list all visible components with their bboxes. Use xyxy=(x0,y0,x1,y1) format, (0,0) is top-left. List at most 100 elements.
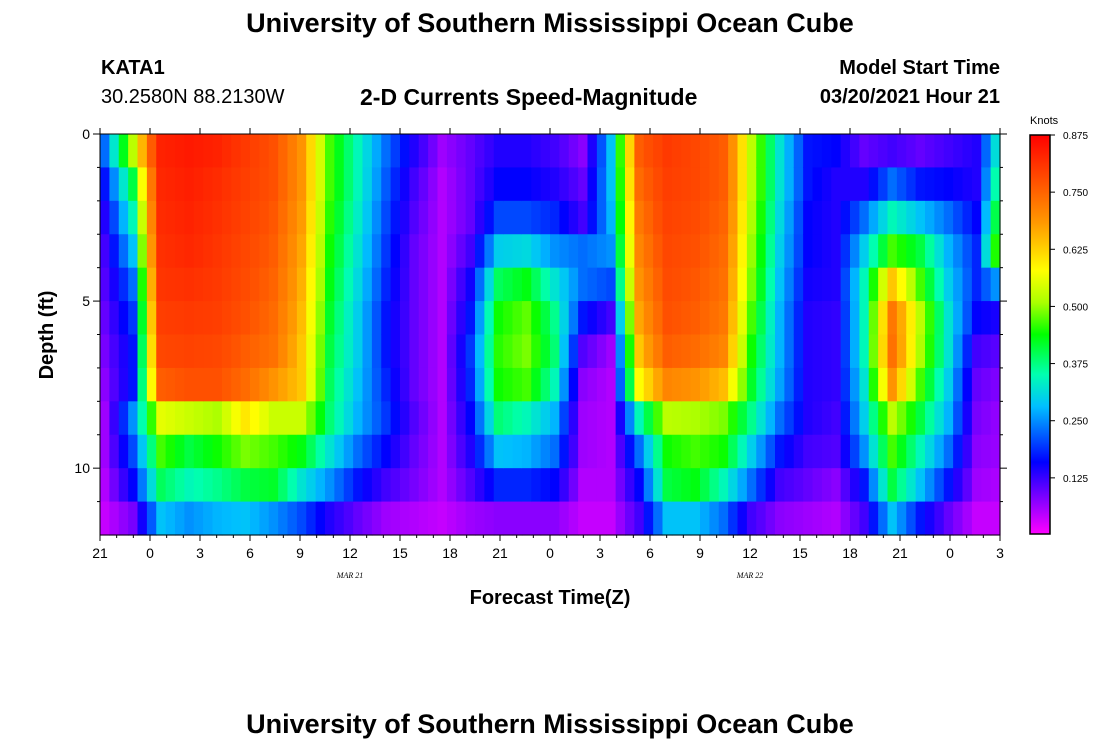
heatmap-cell xyxy=(353,501,364,536)
heatmap-cell xyxy=(728,167,739,202)
heatmap-cell xyxy=(100,200,110,235)
heatmap-cell xyxy=(409,367,420,402)
heatmap-cell xyxy=(428,468,439,503)
heatmap-cell xyxy=(315,334,326,369)
heatmap-cell xyxy=(521,267,532,302)
heatmap-cell xyxy=(484,434,495,469)
heatmap-cell xyxy=(671,267,682,302)
heatmap-cell xyxy=(915,167,926,202)
heatmap-cell xyxy=(278,468,289,503)
heatmap-cell xyxy=(896,401,907,436)
heatmap-cell xyxy=(868,167,879,202)
heatmap-cell xyxy=(662,434,673,469)
heatmap-cell xyxy=(259,501,270,536)
heatmap-cell xyxy=(428,367,439,402)
heatmap-cell xyxy=(503,267,514,302)
heatmap-cell xyxy=(568,267,579,302)
heatmap-cell xyxy=(681,234,692,269)
heatmap-cell xyxy=(868,134,879,169)
heatmap-cell xyxy=(653,167,664,202)
chart-title: University of Southern Mississippi Ocean… xyxy=(246,8,854,38)
heatmap-cell xyxy=(212,501,223,536)
heatmap-cell xyxy=(437,434,448,469)
heatmap-cell xyxy=(296,267,307,302)
heatmap-cell xyxy=(671,401,682,436)
heatmap-cell xyxy=(540,200,551,235)
heatmap-cell xyxy=(137,434,148,469)
colorbar: Knots 0.875 0.750 0.625 0.500 0.375 0.250 0.12… xyxy=(1029,115,1088,535)
heatmap-cell xyxy=(690,267,701,302)
heatmap-cell xyxy=(259,134,270,169)
heatmap-cell xyxy=(493,301,504,336)
heatmap-cell xyxy=(606,434,617,469)
heatmap-cell xyxy=(193,267,204,302)
heatmap-cell xyxy=(812,234,823,269)
heatmap-cell xyxy=(287,501,298,536)
heatmap-cell xyxy=(709,134,720,169)
heatmap-cell xyxy=(390,200,401,235)
heatmap-cell xyxy=(653,134,664,169)
heatmap-cell xyxy=(156,434,167,469)
heatmap-cell xyxy=(409,234,420,269)
heatmap-cell xyxy=(184,434,195,469)
heatmap-cell xyxy=(615,134,626,169)
heatmap-cell xyxy=(137,468,148,503)
heatmap-cell xyxy=(925,501,935,536)
heatmap-cell xyxy=(690,301,701,336)
heatmap-cell xyxy=(990,501,1001,536)
heatmap-cell xyxy=(175,134,185,169)
heatmap-cell xyxy=(484,134,495,169)
heatmap-cell xyxy=(868,367,879,402)
heatmap-cell xyxy=(118,501,129,536)
heatmap-cell xyxy=(231,167,242,202)
heatmap-cell xyxy=(250,468,260,503)
heatmap-cell xyxy=(971,200,982,235)
heatmap-cell xyxy=(859,134,870,169)
heatmap-cell xyxy=(371,367,382,402)
heatmap-cell xyxy=(212,267,223,302)
heatmap-cell xyxy=(109,301,120,336)
heatmap-cell xyxy=(934,501,945,536)
heatmap-cell xyxy=(606,401,617,436)
heatmap-cell xyxy=(662,267,673,302)
heatmap-cell xyxy=(606,267,617,302)
heatmap-cell xyxy=(840,401,851,436)
heatmap-cell xyxy=(493,334,504,369)
heatmap-cell xyxy=(925,434,935,469)
station-id: KATA1 xyxy=(101,57,165,79)
heatmap-cell xyxy=(859,267,870,302)
heatmap-cell xyxy=(325,434,335,469)
heatmap-cell xyxy=(784,267,795,302)
heatmap-cell xyxy=(709,267,720,302)
heatmap-cell xyxy=(343,468,354,503)
heatmap-cell xyxy=(118,434,129,469)
heatmap-cell xyxy=(531,167,542,202)
heatmap-cell xyxy=(428,200,439,235)
heatmap-cell xyxy=(653,434,664,469)
heatmap-cell xyxy=(446,167,457,202)
heatmap-cell xyxy=(896,267,907,302)
heatmap-cell xyxy=(859,367,870,402)
heatmap-cell xyxy=(184,301,195,336)
heatmap-cell xyxy=(287,167,298,202)
heatmap-cell xyxy=(484,367,495,402)
heatmap-cell xyxy=(456,434,467,469)
heatmap-cell xyxy=(990,234,1001,269)
heatmap-cell xyxy=(175,434,185,469)
heatmap-cell xyxy=(578,301,589,336)
y-axis-label: Depth (ft) xyxy=(36,291,58,380)
heatmap-cell xyxy=(840,234,851,269)
heatmap-cell xyxy=(109,134,120,169)
heatmap-cell xyxy=(943,501,954,536)
heatmap-cell xyxy=(737,401,748,436)
heatmap-cell xyxy=(596,501,607,536)
heatmap-cell xyxy=(643,367,654,402)
heatmap-cell xyxy=(915,234,926,269)
heatmap-cell xyxy=(156,200,167,235)
heatmap-cell xyxy=(878,234,889,269)
heatmap-cell xyxy=(568,334,579,369)
heatmap-cell xyxy=(212,234,223,269)
heatmap-cell xyxy=(896,200,907,235)
heatmap-cell xyxy=(306,367,317,402)
heatmap-cell xyxy=(756,134,767,169)
